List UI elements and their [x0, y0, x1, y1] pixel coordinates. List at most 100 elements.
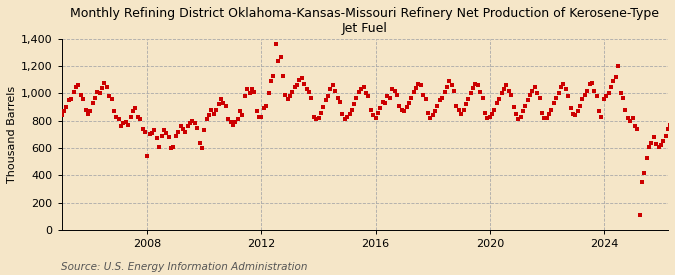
Point: [242, 87, 252, 92]
Point: [76, 93, 86, 97]
Point: [225, 120, 236, 124]
Point: [475, 90, 485, 94]
Point: [132, 114, 143, 119]
Point: [268, 73, 279, 78]
Point: [634, 213, 645, 217]
Point: [624, 119, 635, 123]
Point: [335, 99, 346, 104]
Point: [404, 101, 414, 105]
Point: [215, 97, 226, 101]
Point: [556, 84, 566, 89]
Point: [277, 73, 288, 78]
Point: [572, 109, 583, 113]
Point: [524, 93, 535, 97]
Point: [615, 91, 626, 96]
Point: [287, 90, 298, 94]
Point: [313, 116, 324, 120]
Point: [427, 113, 438, 117]
Point: [92, 90, 103, 94]
Point: [351, 95, 362, 100]
Point: [418, 93, 429, 97]
Point: [401, 105, 412, 109]
Point: [546, 108, 557, 112]
Point: [106, 97, 117, 101]
Point: [551, 95, 562, 100]
Point: [627, 116, 638, 120]
Point: [180, 130, 191, 134]
Point: [463, 97, 474, 101]
Point: [282, 97, 293, 101]
Point: [672, 108, 675, 112]
Point: [251, 109, 262, 113]
Point: [185, 121, 196, 126]
Point: [171, 133, 182, 138]
Point: [316, 110, 327, 115]
Point: [665, 123, 675, 127]
Point: [513, 117, 524, 122]
Point: [111, 114, 122, 119]
Point: [178, 127, 188, 131]
Point: [489, 108, 500, 112]
Point: [63, 98, 74, 103]
Point: [318, 105, 329, 109]
Point: [235, 109, 246, 113]
Point: [649, 135, 659, 139]
Point: [223, 117, 234, 122]
Point: [668, 117, 675, 122]
Point: [565, 106, 576, 111]
Point: [577, 97, 588, 101]
Point: [382, 94, 393, 98]
Point: [558, 82, 569, 86]
Point: [379, 101, 390, 105]
Point: [644, 144, 655, 149]
Point: [306, 95, 317, 100]
Point: [254, 114, 265, 119]
Point: [261, 103, 271, 108]
Point: [360, 91, 371, 96]
Point: [622, 116, 633, 120]
Point: [70, 84, 81, 89]
Point: [529, 84, 540, 89]
Point: [608, 79, 619, 83]
Point: [385, 95, 396, 100]
Point: [82, 112, 93, 116]
Point: [594, 109, 605, 113]
Point: [620, 108, 630, 112]
Point: [499, 87, 510, 92]
Point: [113, 117, 124, 122]
Point: [206, 108, 217, 112]
Point: [161, 131, 171, 135]
Point: [430, 109, 441, 113]
Point: [365, 108, 376, 112]
Point: [368, 113, 379, 117]
Point: [613, 64, 624, 68]
Point: [449, 89, 460, 93]
Point: [285, 94, 296, 98]
Point: [568, 112, 578, 116]
Point: [632, 127, 643, 131]
Point: [522, 98, 533, 103]
Point: [591, 94, 602, 98]
Point: [123, 123, 134, 127]
Point: [196, 146, 207, 150]
Point: [485, 114, 495, 119]
Point: [156, 133, 167, 138]
Point: [537, 110, 547, 115]
Point: [358, 84, 369, 89]
Point: [599, 97, 610, 101]
Point: [554, 91, 564, 96]
Point: [220, 103, 231, 108]
Point: [584, 82, 595, 86]
Point: [135, 117, 146, 122]
Point: [377, 99, 388, 104]
Point: [213, 102, 224, 106]
Point: [660, 133, 671, 138]
Point: [423, 110, 433, 115]
Point: [240, 94, 250, 98]
Point: [344, 112, 355, 116]
Point: [95, 91, 105, 96]
Point: [618, 95, 628, 100]
Point: [480, 110, 491, 115]
Point: [532, 91, 543, 96]
Point: [209, 112, 219, 116]
